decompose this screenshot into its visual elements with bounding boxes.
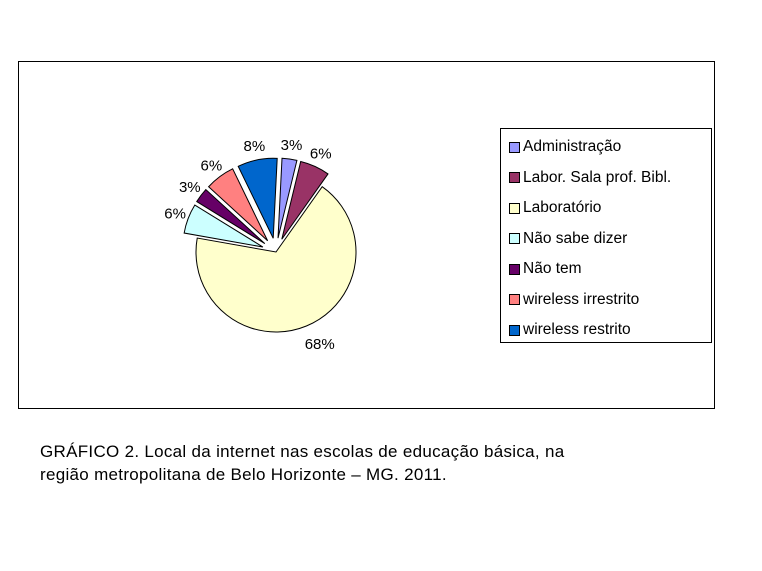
legend-label: Não tem bbox=[523, 260, 582, 278]
legend-item: wireless restrito bbox=[509, 315, 711, 346]
legend-label: Administração bbox=[523, 138, 622, 156]
legend-item: Não sabe dizer bbox=[509, 224, 711, 255]
slice-percent-label: 6% bbox=[310, 146, 332, 163]
legend-label: wireless irrestrito bbox=[523, 290, 640, 308]
pie-slice bbox=[281, 160, 329, 240]
legend-label: Não sabe dizer bbox=[523, 229, 628, 247]
pie-slice bbox=[277, 157, 298, 239]
caption-line-2: região metropolitana de Belo Horizonte –… bbox=[40, 465, 447, 484]
legend-swatch bbox=[509, 263, 520, 275]
pie-slice bbox=[183, 204, 264, 248]
chart-area: 3% 6% 68% 6% 3% 6% 8% Administração Labor. Sala… bbox=[18, 61, 715, 409]
legend-label: Laboratório bbox=[523, 199, 602, 217]
slice-percent-label: 6% bbox=[164, 206, 186, 223]
legend-label: wireless restrito bbox=[523, 321, 631, 339]
pie-slice bbox=[196, 188, 266, 244]
slice-percent-label: 8% bbox=[244, 138, 266, 155]
pie-slice bbox=[237, 157, 278, 239]
pie-slice bbox=[195, 185, 357, 333]
legend-item: Labor. Sala prof. Bibl. bbox=[509, 163, 711, 194]
legend-item: wireless irrestrito bbox=[509, 285, 711, 316]
legend-swatch bbox=[509, 233, 520, 245]
legend-swatch bbox=[509, 172, 520, 184]
legend-swatch bbox=[509, 202, 520, 214]
slice-percent-label: 3% bbox=[179, 179, 201, 196]
legend-swatch bbox=[509, 141, 520, 153]
legend-label: Labor. Sala prof. Bibl. bbox=[523, 168, 672, 186]
caption-line-1: GRÁFICO 2. Local da internet nas escolas… bbox=[40, 442, 565, 461]
pie-slice bbox=[207, 168, 269, 242]
pie-chart: 3%6%68%6%3%6%8% bbox=[164, 137, 357, 353]
legend: Administração Labor. Sala prof. Bibl. Labo… bbox=[500, 128, 712, 343]
slice-percent-label: 3% bbox=[281, 137, 303, 154]
legend-swatch bbox=[509, 294, 520, 306]
legend-item: Administração bbox=[509, 132, 711, 163]
legend-swatch bbox=[509, 324, 520, 336]
legend-item: Não tem bbox=[509, 254, 711, 285]
slice-percent-label: 6% bbox=[201, 157, 223, 174]
figure-caption: GRÁFICO 2. Local da internet nas escolas… bbox=[40, 440, 564, 486]
slice-percent-label: 68% bbox=[305, 336, 335, 353]
legend-item: Laboratório bbox=[509, 193, 711, 224]
